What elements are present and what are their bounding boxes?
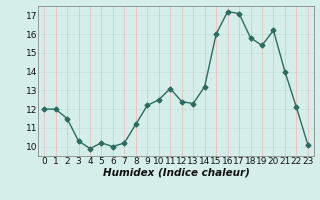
X-axis label: Humidex (Indice chaleur): Humidex (Indice chaleur) <box>103 168 249 178</box>
